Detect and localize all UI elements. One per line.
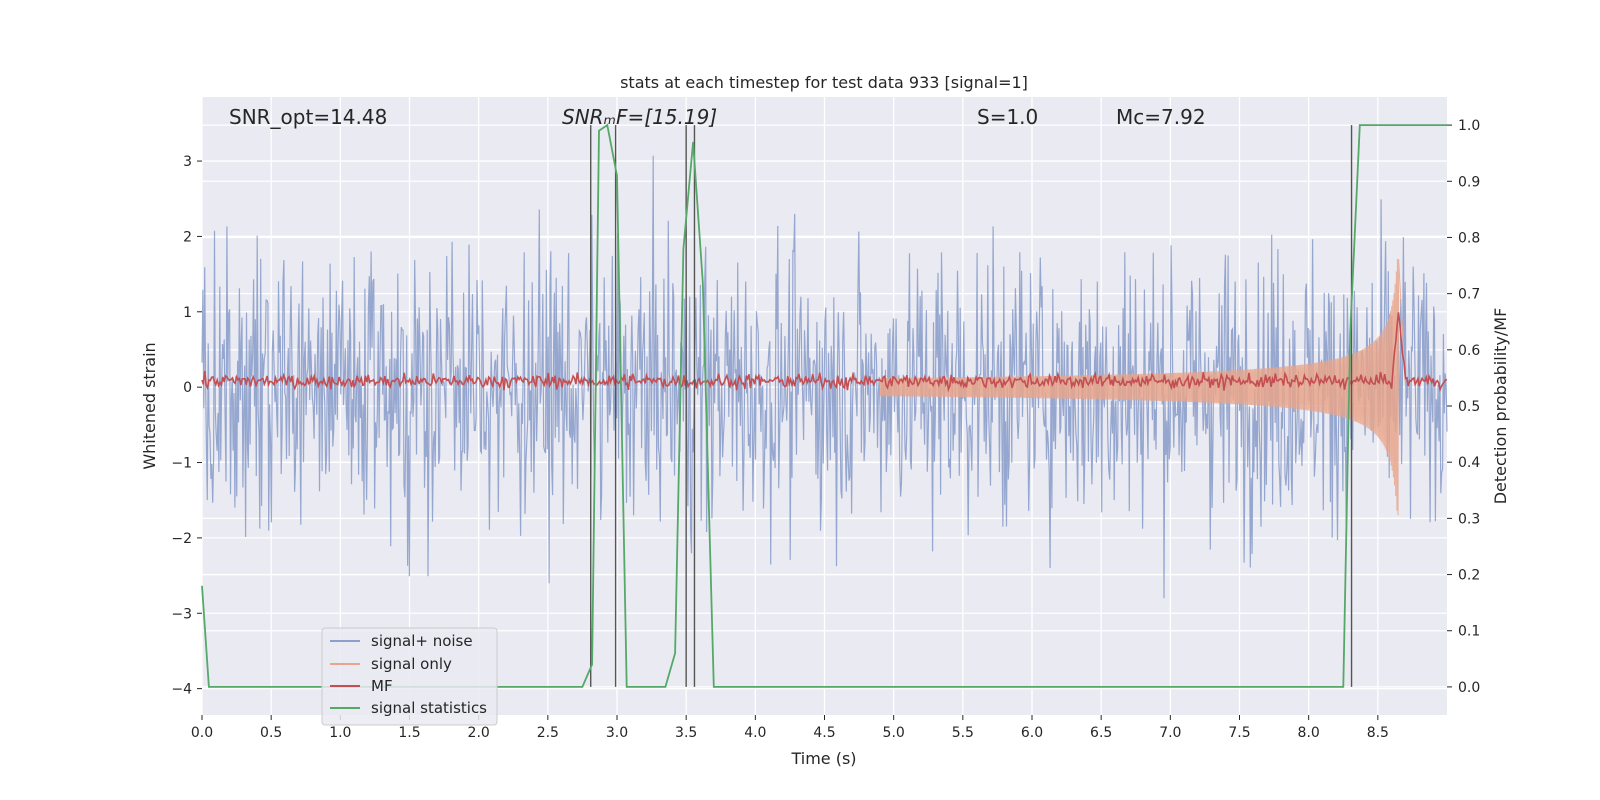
annotation-mc: Mᴄ=7.92 — [1116, 105, 1206, 129]
x-tick-label: 7.5 — [1228, 725, 1250, 741]
y-tick-label: −4 — [171, 682, 192, 698]
x-tick-label: 2.5 — [537, 725, 559, 741]
x-tick-label: 1.0 — [329, 725, 351, 741]
y2-tick-label: 0.0 — [1458, 680, 1480, 696]
y2-tick-label: 0.5 — [1458, 399, 1480, 415]
x-tick-label: 5.0 — [883, 725, 905, 741]
x-tick-label: 6.5 — [1090, 725, 1112, 741]
legend-label-signal-only: signal only — [371, 655, 452, 673]
y2-tick-label: 0.7 — [1458, 287, 1480, 303]
legend-label-signal-noise: signal+ noise — [371, 632, 473, 650]
y2-tick-label: 0.6 — [1458, 343, 1480, 359]
y2-tick-label: 0.9 — [1458, 174, 1480, 190]
y-axis-label: Whitened strain — [140, 342, 159, 469]
y-tick-label: −3 — [171, 606, 192, 622]
x-tick-label: 6.0 — [1021, 725, 1043, 741]
x-tick-label: 4.0 — [744, 725, 766, 741]
legend-box — [321, 627, 498, 726]
y-tick-label: −1 — [171, 456, 192, 472]
x-tick-label: 0.0 — [191, 725, 213, 741]
legend-label-mf: MF — [371, 677, 393, 695]
x-tick-label: 3.0 — [606, 725, 628, 741]
x-tick-label: 0.5 — [260, 725, 282, 741]
y-tick-label: 0 — [183, 380, 192, 396]
x-axis-label: Time (s) — [790, 749, 856, 768]
legend: signal+ noise signal only MF signal stat… — [321, 627, 498, 726]
signal-only-series — [879, 258, 1406, 516]
x-tick-label: 4.5 — [813, 725, 835, 741]
mf-line — [201, 312, 1448, 393]
y2-tick-label: 0.4 — [1458, 455, 1480, 471]
x-tick-label: 8.5 — [1367, 725, 1389, 741]
annotation-s: S=1.0 — [977, 105, 1038, 129]
y-tick-label: 3 — [183, 154, 192, 170]
x-tick-label: 1.5 — [398, 725, 420, 741]
annotation-snr-opt: SNR_opt=14.48 — [229, 105, 387, 129]
y2-tick-label: 0.8 — [1458, 230, 1480, 246]
legend-label-signal-statistics: signal statistics — [371, 699, 487, 717]
y2-axis-label: Detection probability/MF — [1491, 308, 1510, 505]
y2-tick-label: 0.3 — [1458, 511, 1480, 527]
x-axis-ticks: 0.0 0.5 1.0 1.5 2.0 2.5 3.0 3.5 4.0 4.5 5.0 5.5 6.0 6… — [191, 715, 1389, 741]
x-tick-label: 8.0 — [1298, 725, 1320, 741]
x-tick-label: 5.5 — [952, 725, 974, 741]
x-tick-label: 7.0 — [1159, 725, 1181, 741]
annotation-snr-mf: SNRₘF=[15.19] — [562, 105, 717, 129]
chart-title: stats at each timestep for test data 933… — [620, 73, 1028, 92]
mf-series — [201, 312, 1448, 393]
y-axis-ticks: −4 −3 −2 −1 0 1 2 3 — [171, 154, 202, 698]
y-tick-label: 1 — [183, 305, 192, 321]
x-tick-label: 3.5 — [675, 725, 697, 741]
x-tick-label: 2.0 — [468, 725, 490, 741]
y2-tick-label: 0.2 — [1458, 568, 1480, 584]
y-tick-label: −2 — [171, 531, 192, 547]
y2-tick-label: 0.1 — [1458, 624, 1480, 640]
y2-axis-ticks: 0.0 0.1 0.2 0.3 0.4 0.5 0.6 0.7 0.8 0.9 1.0 — [1447, 118, 1480, 696]
y-tick-label: 2 — [183, 229, 192, 245]
signal-only-line — [879, 258, 1406, 516]
y2-tick-label: 1.0 — [1458, 118, 1480, 134]
